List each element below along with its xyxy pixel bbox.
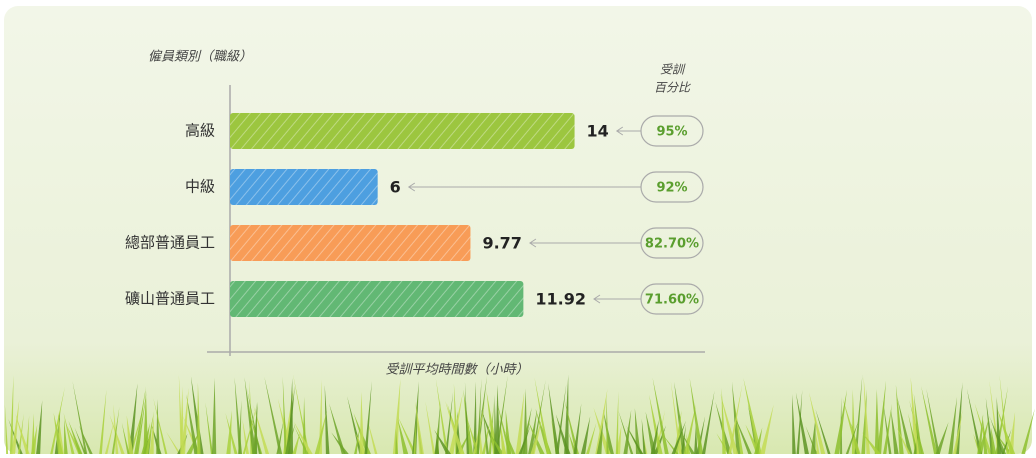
y-tick-label: 高級 bbox=[185, 122, 215, 140]
x-axis-label: 受訓平均時間數（小時） bbox=[385, 362, 528, 378]
y-axis-label: 僱員類別（職級） bbox=[148, 49, 252, 65]
percent-label: 82.70% bbox=[645, 237, 699, 252]
value-label: 6 bbox=[390, 178, 401, 197]
panel bbox=[4, 6, 1032, 454]
value-label: 9.77 bbox=[482, 234, 521, 253]
value-label: 11.92 bbox=[535, 290, 586, 309]
value-label: 14 bbox=[587, 122, 609, 141]
percent-label: 71.60% bbox=[645, 293, 699, 308]
y-tick-label: 礦山普通員工 bbox=[125, 290, 215, 308]
bar-texture bbox=[230, 281, 523, 317]
bar-texture bbox=[230, 225, 470, 261]
y-tick-label: 總部普通員工 bbox=[125, 234, 215, 252]
y-tick-label: 中級 bbox=[185, 178, 215, 196]
percent-title: 百分比 bbox=[654, 81, 691, 95]
percent-title: 受訓 bbox=[660, 63, 686, 77]
bar-texture bbox=[230, 113, 575, 149]
bar-texture bbox=[230, 169, 378, 205]
chart: 僱員類別（職級） 受訓平均時間數（小時） 受訓 百分比 高級 14 95% 中級 6 92… bbox=[0, 0, 1036, 454]
percent-label: 92% bbox=[656, 181, 687, 196]
percent-label: 95% bbox=[656, 125, 687, 140]
page: {"chart_data": {"type": "bar", "orientat… bbox=[0, 0, 1036, 454]
